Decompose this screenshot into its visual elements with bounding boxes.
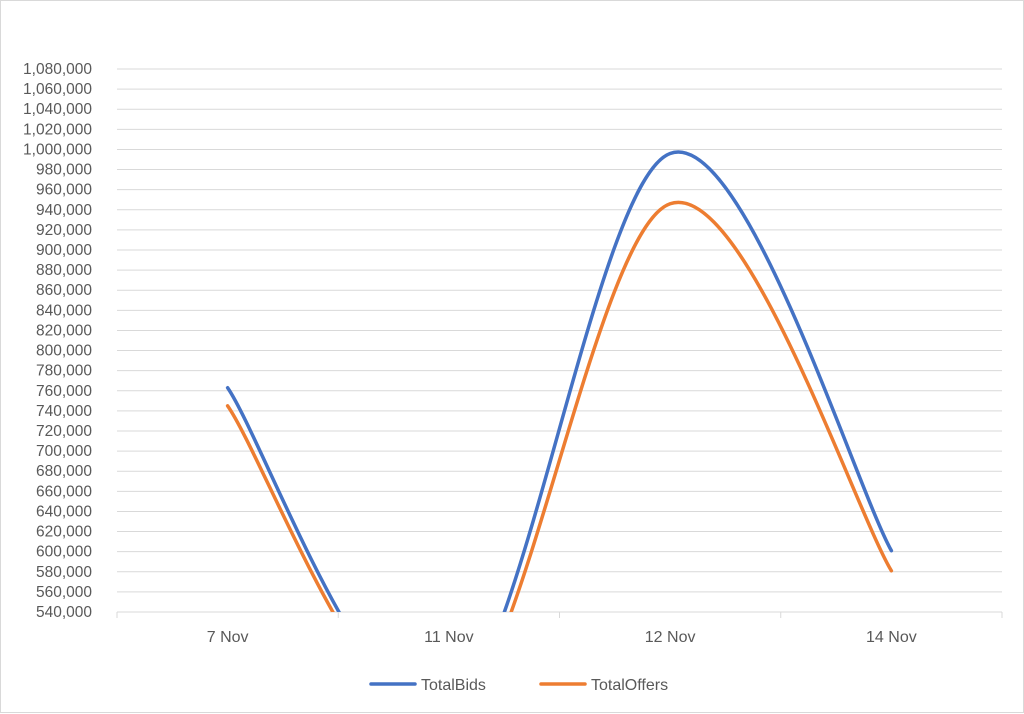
x-axis-tick-labels: 7 Nov 11 Nov 12 Nov 14 Nov	[207, 629, 917, 646]
y-tick-label: 680,000	[36, 463, 92, 480]
y-tick-label: 1,060,000	[23, 81, 92, 98]
legend: TotalBids TotalOffers	[369, 677, 668, 694]
y-tick-label: 800,000	[36, 343, 92, 360]
y-tick-label: 620,000	[36, 524, 92, 541]
x-tick-label: 12 Nov	[645, 629, 696, 646]
series-lines	[225, 150, 894, 612]
y-tick-label: 1,040,000	[23, 101, 92, 118]
x-axis	[116, 611, 1003, 618]
y-tick-label: 720,000	[36, 423, 92, 440]
y-axis-tick-labels: 540,000 560,000 580,000 600,000 620,000 640,0…	[23, 61, 92, 621]
legend-item-totalbids: TotalBids	[369, 677, 486, 694]
y-tick-label: 640,000	[36, 503, 92, 520]
y-tick-label: 820,000	[36, 322, 92, 339]
y-tick-label: 1,000,000	[23, 141, 92, 158]
y-tick-label: 940,000	[36, 202, 92, 219]
y-tick-label: 700,000	[36, 443, 92, 460]
legend-label: TotalBids	[421, 677, 486, 694]
y-tick-label: 960,000	[36, 182, 92, 199]
y-tick-label: 880,000	[36, 262, 92, 279]
y-tick-label: 860,000	[36, 282, 92, 299]
y-tick-label: 740,000	[36, 403, 92, 420]
y-tick-label: 900,000	[36, 242, 92, 259]
y-tick-label: 580,000	[36, 564, 92, 581]
series-line-totaloffers	[225, 200, 894, 612]
y-tick-label: 780,000	[36, 363, 92, 380]
gridlines	[117, 68, 1002, 593]
y-tick-label: 540,000	[36, 604, 92, 621]
series-line-totalbids	[225, 150, 894, 612]
y-tick-label: 660,000	[36, 483, 92, 500]
y-tick-label: 600,000	[36, 544, 92, 561]
x-tick-label: 11 Nov	[424, 629, 474, 646]
y-tick-label: 1,080,000	[23, 61, 92, 78]
x-tick-label: 7 Nov	[207, 629, 249, 646]
y-tick-label: 840,000	[36, 302, 92, 319]
y-tick-label: 760,000	[36, 383, 92, 400]
x-tick-label: 14 Nov	[866, 629, 917, 646]
legend-label: TotalOffers	[591, 677, 668, 694]
legend-item-totaloffers: TotalOffers	[539, 677, 668, 694]
y-tick-label: 560,000	[36, 584, 92, 601]
y-tick-label: 980,000	[36, 162, 92, 179]
y-tick-label: 1,020,000	[23, 121, 92, 138]
y-tick-label: 920,000	[36, 222, 92, 239]
